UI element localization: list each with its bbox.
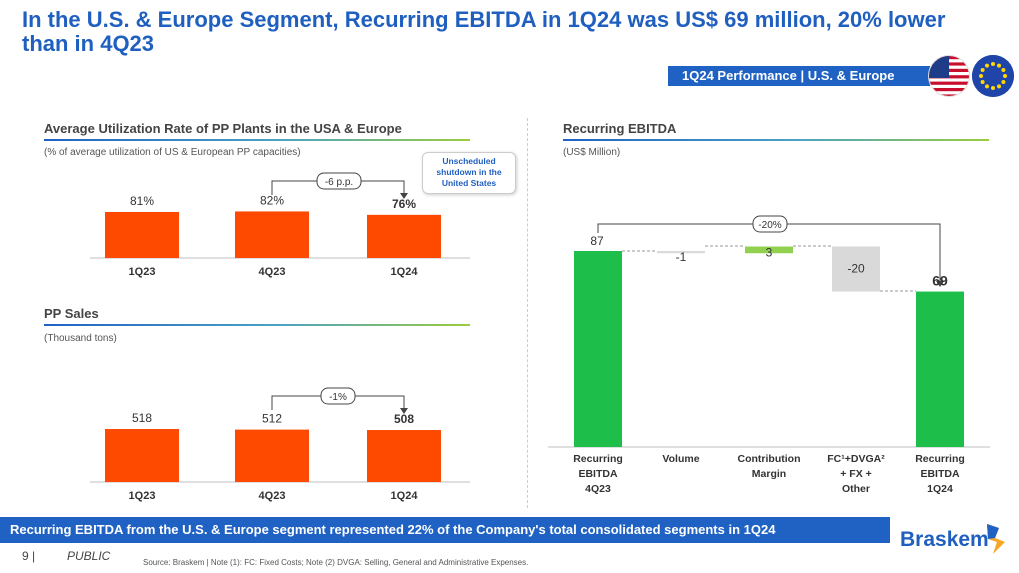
utilization-value-label: 82% xyxy=(260,193,284,207)
pp-sales-change-label: -1% xyxy=(329,392,347,403)
ebitda-value-label: -1 xyxy=(676,250,687,264)
ebitda-value-label: 87 xyxy=(590,234,604,248)
utilization-subtitle: (% of average utilization of US & Europe… xyxy=(44,147,301,158)
page-number: 9 | xyxy=(22,549,36,563)
ebitda-category-label: FC¹+DVGA² xyxy=(827,453,885,465)
ebitda-category-label: EBITDA xyxy=(578,468,618,480)
ebitda-bar-0 xyxy=(574,251,622,447)
utilization-title: Average Utilization Rate of PP Plants in… xyxy=(44,121,402,136)
pp-sales-category-label: 4Q23 xyxy=(259,490,286,502)
pp-sales-bar-1q24 xyxy=(367,430,441,482)
pp-sales-bar-1q23 xyxy=(105,429,179,482)
pp-sales-category-label: 1Q23 xyxy=(129,490,156,502)
pp-sales-subtitle: (Thousand tons) xyxy=(44,333,117,344)
pp-sales-change-arrowhead xyxy=(400,408,408,414)
ebitda-category-label: Contribution xyxy=(738,453,801,465)
braskem-logo: Braskem xyxy=(900,528,989,551)
utilization-category-label: 1Q24 xyxy=(391,266,419,278)
pp-sales-value-label: 512 xyxy=(262,412,282,426)
ebitda-change-label: -20% xyxy=(758,220,781,231)
pp-sales-category-label: 1Q24 xyxy=(391,490,419,502)
pp-sales-value-label: 518 xyxy=(132,411,152,425)
pp-sales-underline xyxy=(44,324,470,326)
ebitda-category-label: + FX + xyxy=(840,468,872,480)
classification-label: PUBLIC xyxy=(67,549,111,563)
utilization-change-label: -6 p.p. xyxy=(325,177,353,188)
ebitda-value-label: 3 xyxy=(766,245,773,259)
eu-flag-icon xyxy=(972,55,1014,97)
utilization-bar-1q24 xyxy=(367,214,441,258)
utilization-change-arrowhead xyxy=(400,193,408,199)
pp-sales-title: PP Sales xyxy=(44,306,99,321)
pp-sales-chart: -1% 518 1Q23 512 4Q23 508 1Q24 xyxy=(90,387,470,502)
braskem-logo-mark-icon xyxy=(987,524,1005,554)
pp-sales-bar-4q23 xyxy=(235,429,309,482)
utilization-chart: -6 p.p. 81% 1Q23 82% 4Q23 76% 1Q24 xyxy=(90,172,470,278)
ebitda-bar-2 xyxy=(745,246,793,254)
ebitda-change-arrowhead xyxy=(936,281,944,287)
ebitda-category-label: Margin xyxy=(752,468,786,480)
ebitda-value-label: 69 xyxy=(932,273,948,289)
pp-sales-value-label: 508 xyxy=(394,412,414,426)
ebitda-bar-3 xyxy=(832,246,880,292)
bottom-banner: Recurring EBITDA from the U.S. & Europe … xyxy=(0,517,890,543)
ebitda-bar-4 xyxy=(916,291,964,447)
ebitda-category-label: EBITDA xyxy=(920,468,960,480)
ebitda-value-label: -20 xyxy=(847,261,865,275)
ebitda-category-label: Recurring xyxy=(573,453,623,465)
pp-sales-change-pill xyxy=(320,387,356,405)
utilization-value-label: 81% xyxy=(130,194,154,208)
utilization-change-pill xyxy=(316,172,362,190)
utilization-category-label: 4Q23 xyxy=(259,266,286,278)
ebitda-change-pill xyxy=(752,215,788,233)
ebitda-category-label: Volume xyxy=(662,453,699,465)
section-divider xyxy=(527,118,528,508)
us-flag-icon xyxy=(928,55,970,97)
ebitda-underline xyxy=(563,139,989,141)
ebitda-waterfall-chart: -20% 87 Recurring EBITDA 4Q23 -1 Volume 3 Contr… xyxy=(548,215,990,495)
source-note: Source: Braskem | Note (1): FC: Fixed Co… xyxy=(143,558,529,567)
ebitda-category-label: Other xyxy=(842,483,870,495)
ebitda-category-label: Recurring xyxy=(915,453,965,465)
utilization-bar-1q23 xyxy=(105,212,179,258)
utilization-value-label: 76% xyxy=(392,197,416,211)
utilization-category-label: 1Q23 xyxy=(129,266,156,278)
page-title: In the U.S. & Europe Segment, Recurring … xyxy=(22,7,946,56)
ebitda-bar-1 xyxy=(657,251,705,254)
performance-banner: 1Q24 Performance | U.S. & Europe xyxy=(668,66,930,86)
ebitda-subtitle: (US$ Million) xyxy=(563,147,621,158)
ebitda-title: Recurring EBITDA xyxy=(563,121,677,136)
ebitda-category-label: 1Q24 xyxy=(927,483,953,495)
utilization-underline xyxy=(44,139,470,141)
utilization-bar-4q23 xyxy=(235,211,309,258)
ebitda-category-label: 4Q23 xyxy=(585,483,611,495)
shutdown-note: Unscheduled shutdown in the United State… xyxy=(422,152,516,194)
